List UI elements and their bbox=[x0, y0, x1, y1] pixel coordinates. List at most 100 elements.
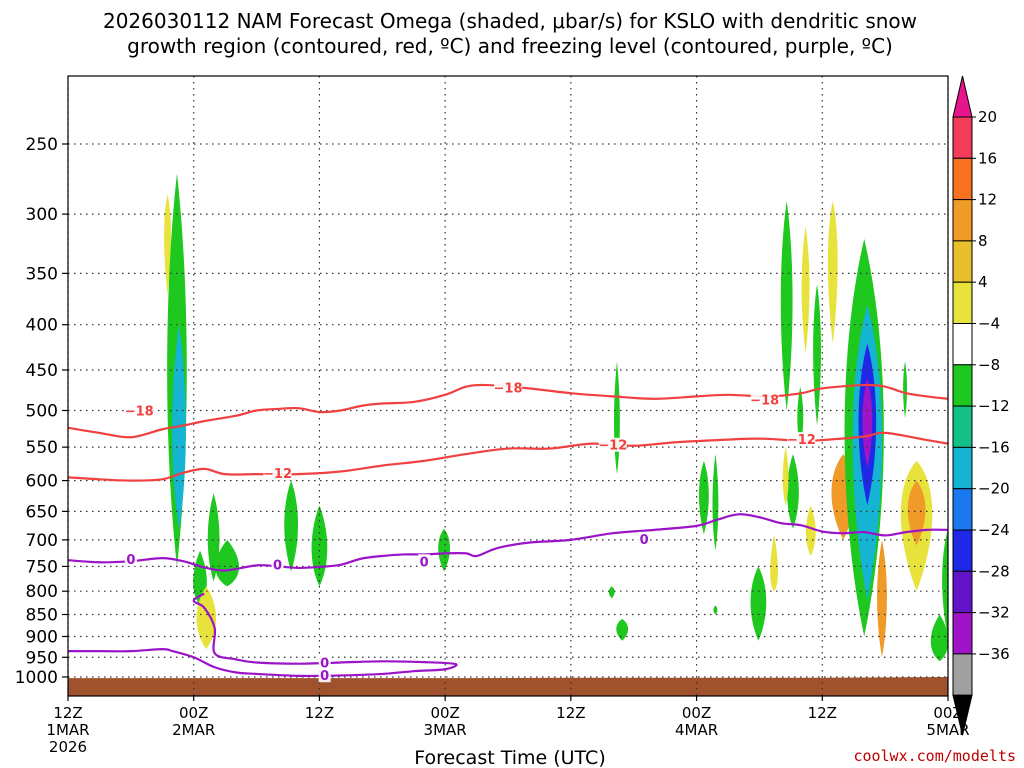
colorbar-swatch bbox=[952, 405, 973, 448]
omega-blob bbox=[903, 361, 908, 419]
colorbar-label: −24 bbox=[978, 521, 1010, 539]
contour-label: 0 bbox=[126, 553, 135, 568]
contour-label: −12 bbox=[787, 433, 816, 448]
y-tick-label: 900 bbox=[26, 627, 58, 647]
contour-label-bg bbox=[750, 392, 779, 407]
contour-label-bg bbox=[318, 668, 331, 683]
colorbar-swatch bbox=[952, 323, 973, 366]
y-tick-label: 800 bbox=[26, 582, 58, 602]
colorbar-swatch bbox=[952, 446, 973, 490]
plot-frame bbox=[67, 75, 949, 697]
y-tick-label: 600 bbox=[26, 472, 58, 492]
contour-line bbox=[68, 513, 948, 572]
omega-blob bbox=[827, 201, 838, 344]
y-tick-label: 750 bbox=[26, 557, 58, 577]
omega-blob bbox=[712, 454, 719, 551]
contour-label: 0 bbox=[320, 669, 329, 684]
colorbar-label: −32 bbox=[978, 604, 1010, 622]
omega-blob bbox=[907, 480, 926, 546]
contour-label-bg bbox=[125, 403, 154, 418]
colorbar-label: 20 bbox=[978, 108, 997, 126]
colorbar-label: 8 bbox=[978, 232, 988, 250]
x-tick-label: 2MAR bbox=[172, 721, 215, 739]
colorbar-swatch bbox=[952, 612, 973, 655]
contour-line bbox=[68, 431, 948, 482]
colorbar-label: −20 bbox=[978, 480, 1010, 498]
colorbar-swatch bbox=[952, 281, 973, 325]
colorbar-label: −16 bbox=[978, 438, 1010, 456]
contour-label-bg bbox=[124, 552, 137, 567]
colorbar-swatch bbox=[952, 529, 973, 572]
omega-blob bbox=[616, 619, 629, 641]
x-tick-label: 00Z bbox=[430, 704, 459, 722]
x-tick-label: 00Z bbox=[179, 704, 208, 722]
contour-label: 0 bbox=[320, 657, 329, 672]
contour-label: 0 bbox=[273, 558, 282, 573]
omega-shading bbox=[164, 173, 948, 662]
contour-label-bg bbox=[638, 531, 651, 546]
y-axis: 2503003504004505005506006507007508008509… bbox=[15, 135, 68, 688]
contour-label-bg bbox=[787, 432, 816, 447]
x-tick-label: 12Z bbox=[305, 704, 334, 722]
omega-blob bbox=[608, 586, 615, 599]
omega-blob bbox=[780, 201, 793, 411]
colorbar-swatch bbox=[952, 240, 973, 283]
omega-blob bbox=[698, 460, 709, 535]
contour-label-bg bbox=[418, 554, 431, 569]
chart-title-line-2: growth region (contoured, red, ºC) and f… bbox=[127, 34, 893, 58]
colorbar-swatch bbox=[952, 116, 973, 159]
colorbar-swatch bbox=[952, 364, 973, 407]
contour-label-bg bbox=[318, 655, 331, 670]
contour-label-bg bbox=[271, 557, 284, 572]
omega-blob bbox=[196, 586, 217, 650]
colorbar-label: 16 bbox=[978, 149, 997, 167]
colorbar-label: −4 bbox=[978, 315, 1000, 333]
contour-label: −18 bbox=[494, 381, 523, 396]
colorbar-label: −12 bbox=[978, 397, 1010, 415]
contour-label: 0 bbox=[640, 533, 649, 548]
omega-blob bbox=[713, 605, 718, 615]
y-tick-label: 500 bbox=[26, 402, 58, 422]
y-tick-label: 550 bbox=[26, 438, 58, 458]
contour-label: −12 bbox=[263, 467, 292, 482]
y-tick-label: 300 bbox=[26, 205, 58, 225]
x-tick-label: 00Z bbox=[682, 704, 711, 722]
y-tick-label: 950 bbox=[26, 648, 58, 668]
omega-blob bbox=[801, 226, 810, 353]
contour-label-bg bbox=[598, 437, 627, 452]
contour-label-bg bbox=[263, 466, 292, 481]
x-tick-label: 3MAR bbox=[424, 721, 467, 739]
colorbar-swatch bbox=[952, 199, 973, 242]
omega-blob bbox=[942, 528, 948, 637]
omega-blob bbox=[787, 454, 799, 529]
contour-label: 0 bbox=[420, 555, 429, 570]
colorbar-swatch bbox=[952, 653, 973, 696]
y-tick-label: 350 bbox=[26, 264, 58, 284]
y-tick-label: 400 bbox=[26, 316, 58, 336]
contour-line bbox=[68, 383, 948, 439]
colorbar-swatch bbox=[952, 157, 973, 201]
colorbar-swatch bbox=[952, 488, 973, 531]
colorbar-label: −8 bbox=[978, 356, 1000, 374]
x-tick-label: 2026 bbox=[49, 738, 87, 756]
x-tick-label: 12Z bbox=[53, 704, 82, 722]
omega-blob bbox=[164, 194, 171, 295]
y-tick-label: 450 bbox=[26, 361, 58, 381]
colorbar-swatch bbox=[952, 570, 973, 614]
omega-blob bbox=[862, 378, 873, 468]
colorbar-label: 12 bbox=[978, 191, 997, 209]
y-tick-label: 250 bbox=[26, 135, 58, 155]
y-tick-label: 850 bbox=[26, 606, 58, 626]
y-tick-label: 700 bbox=[26, 531, 58, 551]
omega-blob bbox=[797, 386, 804, 448]
contour-label: −18 bbox=[750, 393, 779, 408]
contour-label-bg bbox=[494, 380, 522, 395]
x-tick-label: 5MAR bbox=[926, 721, 969, 739]
x-tick-label: 1MAR bbox=[46, 721, 89, 739]
omega-blob bbox=[782, 447, 789, 506]
colorbar-label: −36 bbox=[978, 645, 1010, 663]
omega-blob bbox=[750, 566, 767, 641]
